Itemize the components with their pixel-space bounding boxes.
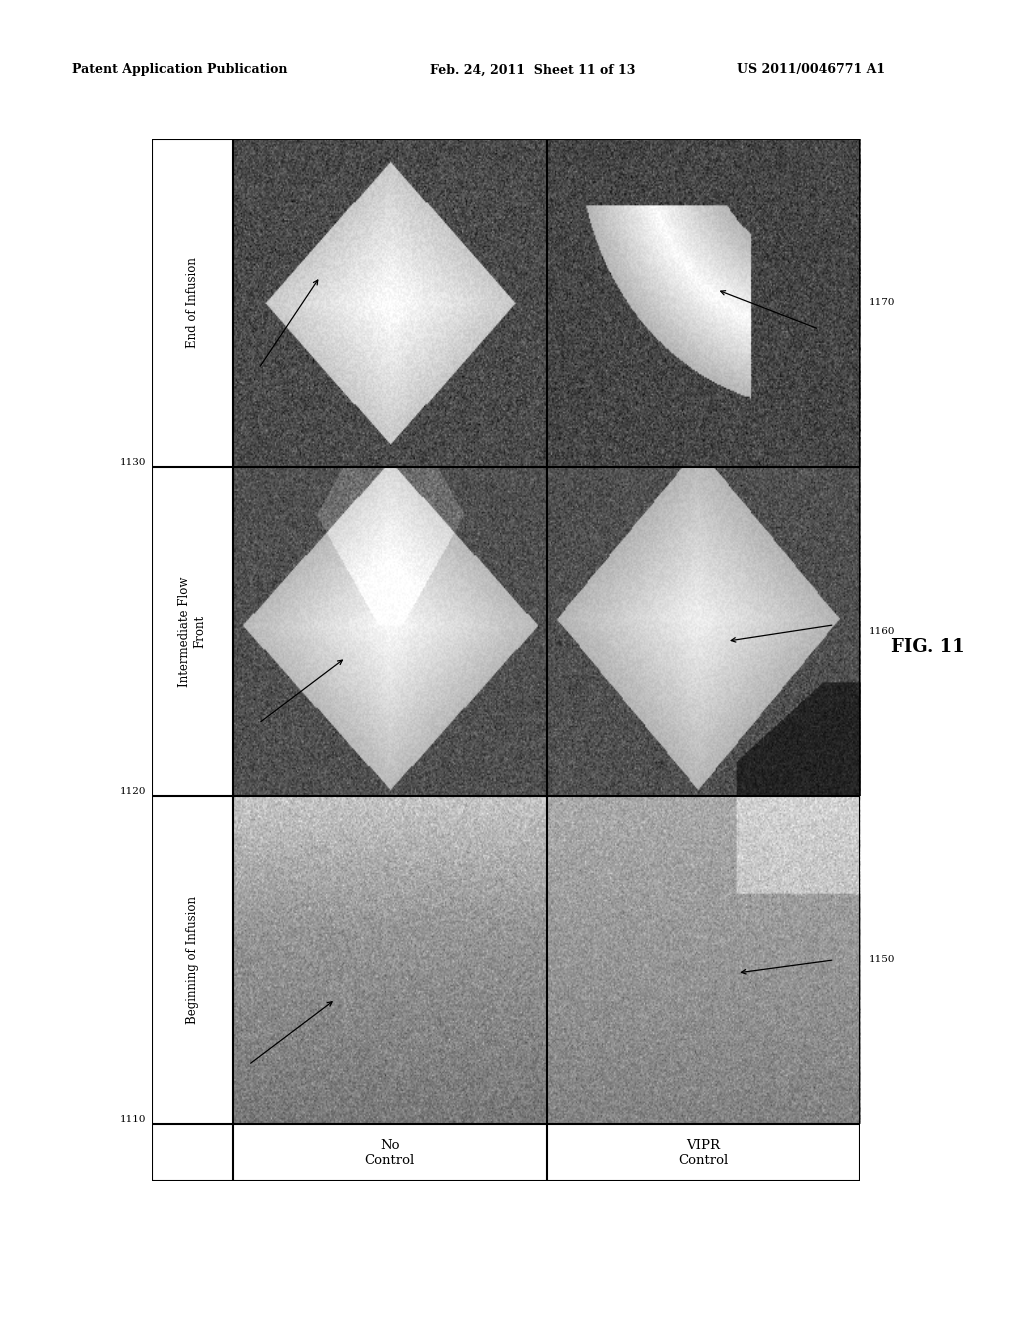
Text: 1110: 1110 <box>120 1115 146 1125</box>
Text: No
Control: No Control <box>365 1139 415 1167</box>
Text: 1120: 1120 <box>120 787 146 796</box>
Text: US 2011/0046771 A1: US 2011/0046771 A1 <box>737 63 886 77</box>
Text: 1130: 1130 <box>120 458 146 467</box>
Text: FIG. 11: FIG. 11 <box>891 638 965 656</box>
Text: Patent Application Publication: Patent Application Publication <box>72 63 287 77</box>
Text: Feb. 24, 2011  Sheet 11 of 13: Feb. 24, 2011 Sheet 11 of 13 <box>430 63 636 77</box>
Text: 1170: 1170 <box>868 298 895 308</box>
Text: 1150: 1150 <box>868 956 895 965</box>
Text: End of Infusion: End of Infusion <box>185 257 199 348</box>
Text: VIPR
Control: VIPR Control <box>678 1139 728 1167</box>
Text: 1160: 1160 <box>868 627 895 636</box>
Text: Beginning of Infusion: Beginning of Infusion <box>185 896 199 1024</box>
Text: Intermediate Flow
Front: Intermediate Flow Front <box>178 576 206 686</box>
